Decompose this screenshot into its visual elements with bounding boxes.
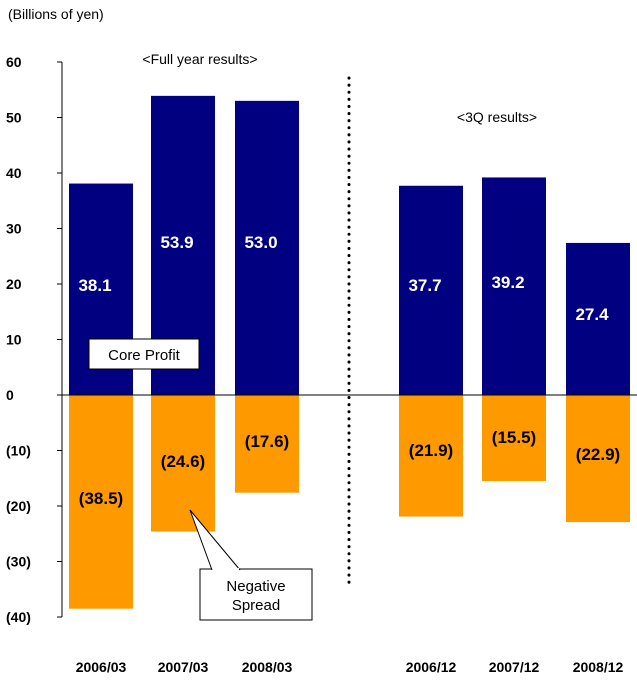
core-profit-callout-box	[88, 338, 200, 370]
y-tick-label: 50	[6, 110, 22, 126]
core-profit-data-label: 53.0	[244, 233, 277, 252]
negative-spread-data-label: (24.6)	[161, 452, 205, 471]
negative-spread-callout-pointer	[189, 509, 241, 571]
core-profit-data-label: 39.2	[491, 273, 524, 292]
negative-spread-data-label: (17.6)	[245, 432, 289, 451]
x-category-label: 2007/03	[158, 659, 209, 675]
x-category-label: 2006/03	[76, 659, 127, 675]
y-tick-label: 0	[6, 387, 14, 403]
y-tick-label: 30	[6, 221, 22, 237]
group-title-full-year: <Full year results>	[142, 51, 257, 67]
core-profit-data-label: 37.7	[408, 276, 441, 295]
group-title-3q: <3Q results>	[457, 109, 537, 125]
negative-spread-bar	[235, 395, 299, 493]
y-tick-label: 60	[6, 54, 22, 70]
y-tick-label: 20	[6, 276, 22, 292]
negative-spread-bar	[151, 395, 215, 532]
core-profit-bar	[399, 185, 463, 395]
x-category-label: 2008/03	[242, 659, 293, 675]
negative-spread-data-label: (15.5)	[492, 428, 536, 447]
core-profit-callout-label: Core Profit	[108, 347, 181, 364]
x-category-label: 2007/12	[489, 659, 540, 675]
unit-label: (Billions of yen)	[8, 6, 104, 22]
core-profit-bar	[482, 177, 546, 395]
y-tick-label: (20)	[6, 498, 31, 514]
negative-spread-callout-box	[199, 568, 313, 621]
core-profit-bar	[235, 100, 299, 395]
negative-spread-bar	[482, 395, 546, 482]
negative-spread-data-label: (38.5)	[79, 489, 123, 508]
negative-spread-bar	[566, 395, 630, 523]
negative-spread-data-label: (22.9)	[576, 445, 620, 464]
x-category-label: 2008/12	[573, 659, 624, 675]
core-profit-data-label: 53.9	[160, 233, 193, 252]
negative-spread-data-label: (21.9)	[409, 441, 453, 460]
y-tick-label: 40	[6, 165, 22, 181]
y-tick-label: (40)	[6, 609, 31, 625]
core-profit-data-label: 38.1	[78, 276, 111, 295]
x-category-label: 2006/12	[406, 659, 457, 675]
y-tick-label: (10)	[6, 443, 31, 459]
core-profit-data-label: 27.4	[575, 305, 609, 324]
core-profit-bar	[566, 242, 630, 395]
negative-spread-callout-line2: Spread	[232, 597, 280, 614]
y-tick-label: (30)	[6, 554, 31, 570]
negative-spread-callout-line1: Negative	[226, 578, 285, 595]
negative-spread-bar	[399, 395, 463, 517]
negative-spread-bar	[69, 395, 133, 609]
y-tick-label: 10	[6, 332, 22, 348]
